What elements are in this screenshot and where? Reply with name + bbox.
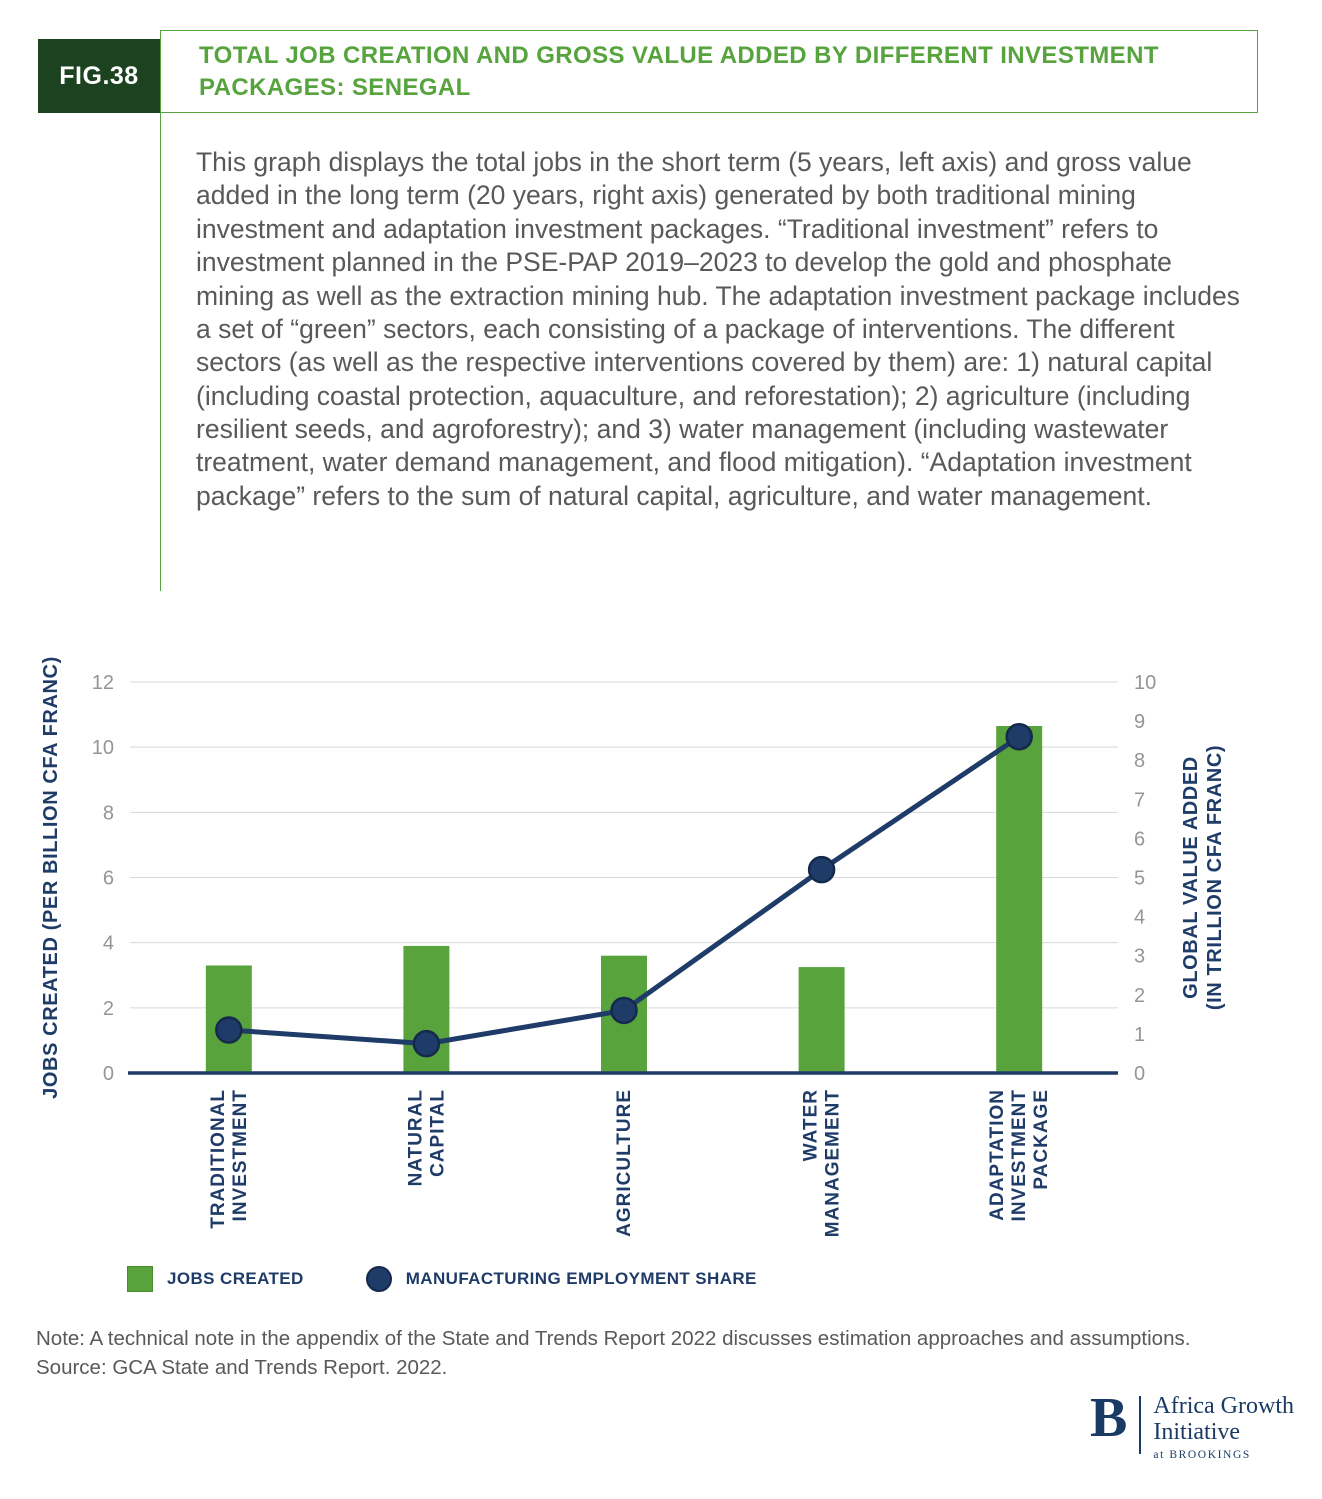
left-axis-tick-label: 12 (92, 672, 114, 694)
right-axis-tick-label: 4 (1134, 907, 1145, 929)
category-label: INVESTMENT (1009, 1089, 1030, 1221)
legend-item-jobs-created: JOBS CREATED (127, 1266, 304, 1292)
manufacturing-share-swatch-icon (365, 1266, 392, 1292)
right-axis-tick-label: 7 (1134, 789, 1145, 811)
left-axis-tick-label: 8 (103, 802, 114, 824)
source-text: Source: GCA State and Trends Report. 202… (36, 1356, 448, 1380)
note-text: Note: A technical note in the appendix o… (36, 1327, 1191, 1350)
category-label: INVESTMENT (230, 1089, 251, 1221)
category-label: NATURAL (405, 1089, 426, 1186)
category-label: MANAGEMENT (823, 1089, 844, 1237)
description-rule (160, 113, 161, 591)
right-axis-title: GLOBAL VALUE ADDED (1180, 756, 1202, 999)
line-marker (412, 1029, 441, 1058)
right-axis-tick-label: 5 (1134, 868, 1145, 890)
left-axis-tick-label: 4 (103, 933, 114, 955)
left-axis-tick-label: 0 (103, 1063, 114, 1085)
right-axis-tick-label: 1 (1134, 1024, 1145, 1046)
bar-jobs-created (996, 725, 1043, 1073)
jobs-created-swatch-icon (127, 1266, 153, 1292)
category-label: WATER (801, 1089, 822, 1161)
bar-jobs-created (798, 967, 845, 1073)
figure-badge: FIG.38 (38, 39, 160, 113)
logo-divider (1139, 1396, 1142, 1454)
left-axis-title: JOBS CREATED (PER BILLION CFA FRANC) (40, 656, 62, 1099)
right-axis-tick-label: 2 (1134, 985, 1145, 1007)
brand-name-line2: Initiative (1153, 1418, 1241, 1445)
right-axis-tick-label: 9 (1134, 711, 1145, 733)
brookings-wordmark: Africa Growth Initiative at BROOKINGS (1153, 1392, 1294, 1461)
line-marker (610, 996, 638, 1025)
legend-label-jobs-created: JOBS CREATED (167, 1269, 304, 1288)
brand-tagline: at BROOKINGS (1153, 1448, 1251, 1461)
chart-legend: JOBS CREATED MANUFACTURING EMPLOYMENT SH… (127, 1266, 757, 1292)
legend-label-manufacturing-share: MANUFACTURING EMPLOYMENT SHARE (405, 1269, 757, 1288)
figure-description: This graph displays the total jobs in th… (196, 147, 1240, 511)
category-label: CAPITAL (427, 1089, 448, 1177)
line-marker (215, 1016, 243, 1044)
footer-notes: Note: A technical note in the appendix o… (36, 1324, 1190, 1382)
right-axis-title: (IN TRILLION CFA FRANC) (1204, 745, 1226, 1010)
figure-number: FIG.38 (59, 61, 139, 90)
category-label: PACKAGE (1031, 1089, 1052, 1190)
category-label: ADAPTATION (987, 1089, 1008, 1221)
line-marker (807, 855, 836, 884)
brookings-monogram: B (1090, 1387, 1128, 1449)
brand-name-line1: Africa Growth (1153, 1393, 1294, 1419)
category-label: AGRICULTURE (614, 1089, 635, 1237)
line-marker (1005, 722, 1033, 751)
left-axis-tick-label: 2 (103, 998, 114, 1020)
figure-title-box: TOTAL JOB CREATION AND GROSS VALUE ADDED… (160, 30, 1258, 113)
right-axis-tick-label: 0 (1134, 1063, 1145, 1085)
left-axis-tick-label: 10 (92, 737, 114, 759)
right-axis-tick-label: 8 (1134, 750, 1145, 772)
legend-item-manufacturing-share: MANUFACTURING EMPLOYMENT SHARE (365, 1266, 757, 1292)
right-axis-tick-label: 3 (1134, 946, 1145, 968)
left-axis-tick-label: 6 (103, 868, 114, 890)
right-axis-tick-label: 10 (1134, 672, 1156, 694)
figure-title: TOTAL JOB CREATION AND GROSS VALUE ADDED… (199, 42, 1159, 101)
right-axis-tick-label: 6 (1134, 828, 1145, 850)
brookings-logo: B Africa Growth Initiative at BROOKINGS (1090, 1387, 1294, 1461)
category-label: TRADITIONAL (208, 1089, 229, 1229)
